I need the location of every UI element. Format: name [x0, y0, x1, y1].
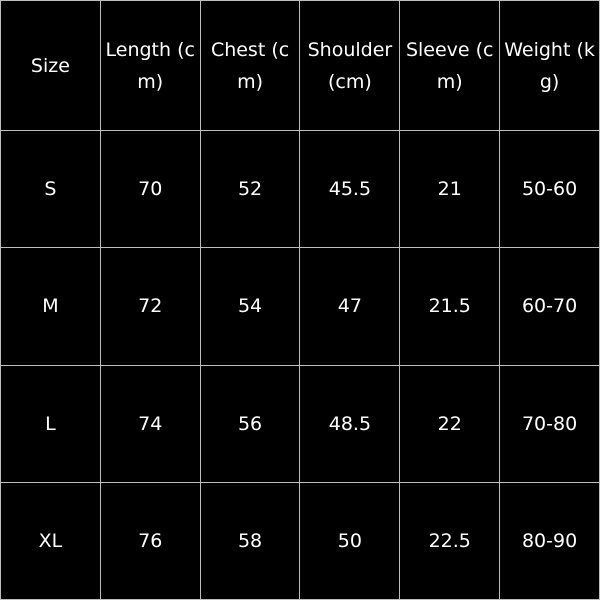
table-cell: 50-60: [499, 130, 600, 249]
table-cell: 54: [199, 247, 301, 366]
table-row: L 74 56 48.5 22 70-80: [0, 364, 600, 483]
table-cell: XL: [0, 481, 101, 600]
header-cell: Size: [0, 0, 101, 132]
table-cell: 22.5: [399, 481, 501, 600]
table-cell: 60-70: [499, 247, 600, 366]
table-cell: S: [0, 130, 101, 249]
table-cell: 45.5: [299, 130, 401, 249]
table-cell: 58: [199, 481, 301, 600]
table-row: S 70 52 45.5 21 50-60: [0, 130, 600, 249]
table-cell: 52: [199, 130, 301, 249]
table-row: XL 76 58 50 22.5 80-90: [0, 481, 600, 600]
table-cell: 74: [99, 364, 201, 483]
header-cell: Chest (cm): [199, 0, 301, 132]
table-cell: 80-90: [499, 481, 600, 600]
table-cell: 21.5: [399, 247, 501, 366]
table-cell: 47: [299, 247, 401, 366]
table-cell: L: [0, 364, 101, 483]
table-row: M 72 54 47 21.5 60-70: [0, 247, 600, 366]
table-cell: 48.5: [299, 364, 401, 483]
table-cell: 56: [199, 364, 301, 483]
header-cell: Shoulder (cm): [299, 0, 401, 132]
table-cell: 72: [99, 247, 201, 366]
table-cell: 50: [299, 481, 401, 600]
table-cell: 21: [399, 130, 501, 249]
header-row: Size Length (cm) Chest (cm) Shoulder (cm) Sl…: [0, 0, 600, 132]
header-cell: Weight (kg): [499, 0, 600, 132]
table-cell: 22: [399, 364, 501, 483]
table-cell: 76: [99, 481, 201, 600]
table-cell: 70: [99, 130, 201, 249]
table-cell: M: [0, 247, 101, 366]
header-cell: Length (cm): [99, 0, 201, 132]
header-cell: Sleeve (cm): [399, 0, 501, 132]
table-cell: 70-80: [499, 364, 600, 483]
